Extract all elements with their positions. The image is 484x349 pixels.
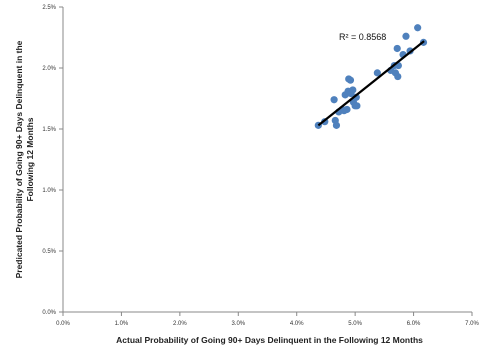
data-point [394, 72, 402, 81]
y-tick-label: 0.0% [42, 310, 56, 316]
x-tick-label: 6.0% [407, 321, 421, 327]
data-point [414, 24, 422, 32]
trendline [317, 40, 425, 127]
x-tick-label: 0.0% [56, 321, 70, 327]
x-tick-label: 5.0% [348, 321, 362, 327]
data-point [332, 121, 341, 129]
r-squared-annotation: R² = 0.8568 [339, 32, 386, 42]
x-tick-label: 4.0% [290, 321, 304, 327]
data-point [330, 96, 338, 104]
data-point [402, 32, 410, 40]
x-tick-label: 7.0% [465, 321, 479, 327]
data-point [349, 86, 357, 94]
data-point [393, 44, 401, 53]
data-point [373, 69, 381, 77]
data-point [343, 105, 351, 114]
y-axis-title-line-1: Predicated Probability of Going 90+ Days… [14, 40, 24, 278]
x-tick-label: 3.0% [231, 321, 245, 327]
x-axis-title: Actual Probability of Going 90+ Days Del… [116, 335, 423, 345]
data-point [346, 76, 355, 84]
x-tick-label: 1.0% [115, 321, 129, 327]
y-tick-label: 2.5% [42, 5, 56, 11]
y-tick-label: 1.0% [42, 188, 56, 194]
y-tick-label: 1.5% [42, 127, 56, 133]
y-axis-title-line-2: Following 12 Months [25, 117, 35, 201]
x-tick-label: 2.0% [173, 321, 187, 327]
plot-area: 0.0% 0.5% 1.0% 1.5% 2.0% 2.5% 0.0% 1.0% 2.0% 3.0%… [42, 5, 479, 327]
data-point [353, 102, 361, 110]
y-tick-label: 0.5% [42, 249, 56, 255]
y-tick-label: 2.0% [42, 66, 56, 72]
